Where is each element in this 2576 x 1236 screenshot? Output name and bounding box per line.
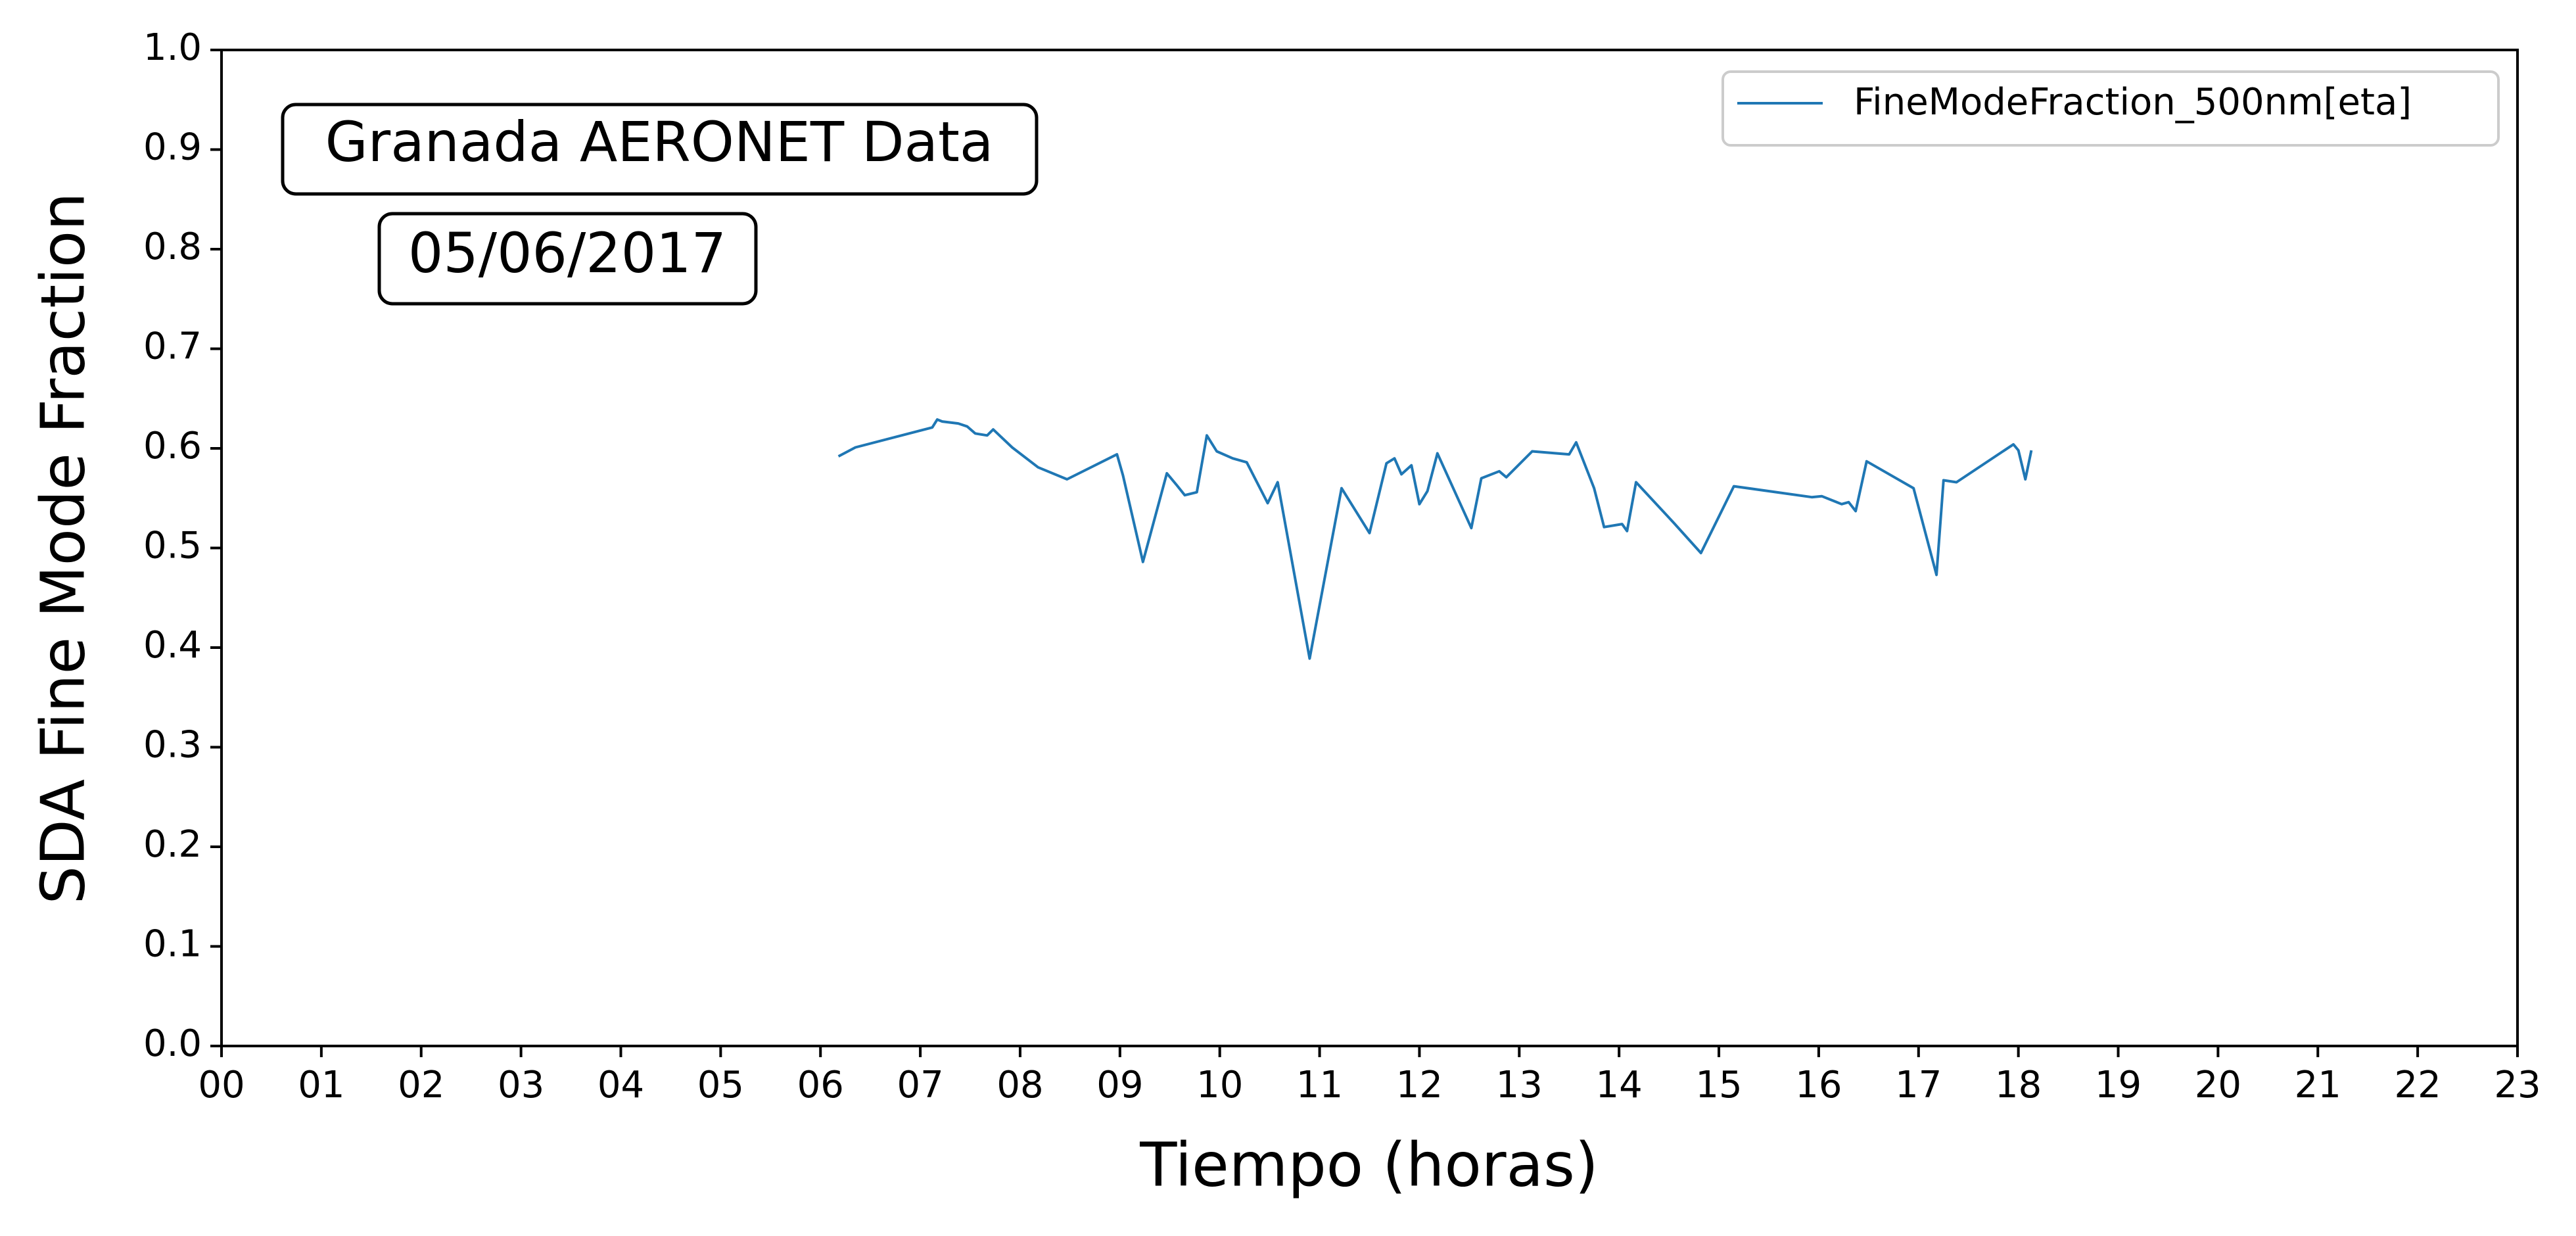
- x-tick-label: 07: [897, 1064, 943, 1106]
- x-tick-label: 08: [996, 1064, 1043, 1106]
- y-axis-ticks: 0.0 0.1 0.2 0.3 0.4 0.5 0.6 0.7 0.8 0.9 1.0: [143, 26, 222, 1065]
- y-tick-label: 0.0: [143, 1022, 202, 1065]
- x-tick-label: 10: [1196, 1064, 1243, 1106]
- x-tick-label: 19: [2095, 1064, 2142, 1106]
- x-axis-label: Tiempo (horas): [1139, 1129, 1599, 1200]
- x-tick-label: 18: [1995, 1064, 2042, 1106]
- x-tick-label: 21: [2295, 1064, 2341, 1106]
- plot-frame: [220, 49, 2519, 1047]
- x-tick-label: 01: [298, 1064, 344, 1106]
- x-tick-label: 15: [1695, 1064, 1742, 1106]
- x-tick-label: 06: [797, 1064, 844, 1106]
- x-tick-label: 12: [1396, 1064, 1443, 1106]
- legend-box: [1721, 70, 2500, 147]
- y-tick-label: 0.1: [143, 923, 202, 966]
- y-tick-label: 0.6: [143, 425, 202, 467]
- x-tick-label: 00: [198, 1064, 245, 1106]
- x-tick-label: 04: [597, 1064, 644, 1106]
- x-tick-label: 05: [697, 1064, 744, 1106]
- series-line: [837, 418, 2033, 660]
- annotation-box-date: [377, 212, 758, 306]
- x-tick-label: 02: [398, 1064, 444, 1106]
- annotation-box-site: [281, 103, 1039, 196]
- y-tick-label: 1.0: [143, 26, 202, 69]
- y-tick-label: 0.7: [143, 325, 202, 368]
- x-tick-label: 16: [1795, 1064, 1842, 1106]
- y-tick-label: 0.2: [143, 823, 202, 866]
- y-tick-label: 0.3: [143, 724, 202, 767]
- x-tick-label: 03: [498, 1064, 544, 1106]
- series-layer: [837, 418, 2033, 660]
- x-tick-label: 09: [1096, 1064, 1143, 1106]
- x-tick-label: 20: [2195, 1064, 2241, 1106]
- annotation-date: 05/06/2017: [408, 221, 726, 285]
- y-tick-label: 0.9: [143, 126, 202, 169]
- x-tick-label: 23: [2494, 1064, 2541, 1106]
- x-tick-label: 14: [1596, 1064, 1643, 1106]
- x-axis-ticks: 00 01 02 03 04 05 06 07 08 09 10 11 12 13 14 15 16 17 18 19…: [198, 1046, 2541, 1106]
- x-tick-label: 22: [2394, 1064, 2441, 1106]
- x-tick-label: 17: [1895, 1064, 1942, 1106]
- legend-label: FineModeFraction_500nm[eta]: [1854, 81, 2412, 124]
- y-axis-label: SDA Fine Mode Fraction: [28, 193, 98, 905]
- x-tick-label: 11: [1296, 1064, 1343, 1106]
- y-tick-label: 0.8: [143, 226, 202, 268]
- annotation-site: Granada AERONET Data: [325, 110, 994, 174]
- x-tick-label: 13: [1496, 1064, 1543, 1106]
- y-tick-label: 0.4: [143, 624, 202, 667]
- y-tick-label: 0.5: [143, 525, 202, 567]
